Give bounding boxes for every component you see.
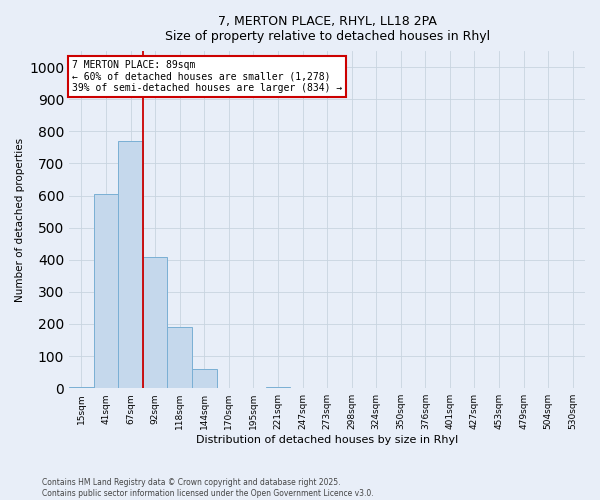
- Title: 7, MERTON PLACE, RHYL, LL18 2PA
Size of property relative to detached houses in : 7, MERTON PLACE, RHYL, LL18 2PA Size of …: [164, 15, 490, 43]
- Bar: [94, 194, 118, 388]
- Bar: [118, 141, 143, 388]
- Bar: [266, 386, 290, 388]
- Bar: [167, 327, 192, 388]
- X-axis label: Distribution of detached houses by size in Rhyl: Distribution of detached houses by size …: [196, 435, 458, 445]
- Bar: [143, 256, 167, 388]
- Text: 7 MERTON PLACE: 89sqm
← 60% of detached houses are smaller (1,278)
39% of semi-d: 7 MERTON PLACE: 89sqm ← 60% of detached …: [72, 60, 342, 92]
- Text: Contains HM Land Registry data © Crown copyright and database right 2025.
Contai: Contains HM Land Registry data © Crown c…: [42, 478, 374, 498]
- Bar: [192, 369, 217, 388]
- Y-axis label: Number of detached properties: Number of detached properties: [15, 138, 25, 302]
- Bar: [69, 386, 94, 388]
